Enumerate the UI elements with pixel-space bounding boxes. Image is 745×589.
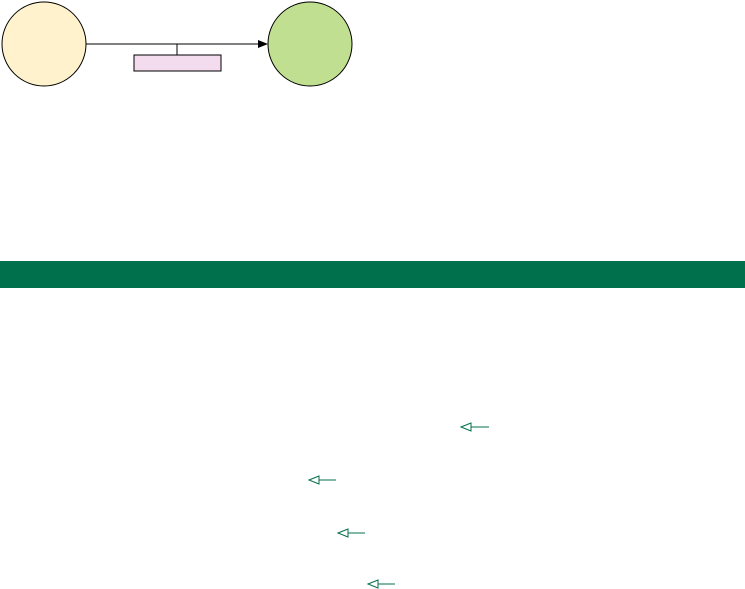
- pointer-arrow-4: [366, 579, 395, 589]
- pointer-arrow-3: [336, 528, 365, 538]
- source-node-circle: [1, 1, 87, 87]
- pointer-arrow-2: [307, 475, 336, 485]
- left-arrow-head: [366, 579, 379, 589]
- edge-label-box: [133, 54, 222, 72]
- left-arrow-head: [459, 422, 472, 432]
- target-node[interactable]: [267, 1, 353, 87]
- transition-edge[interactable]: [86, 40, 268, 72]
- pointer-arrow-1: [459, 422, 489, 432]
- left-arrow-head: [307, 475, 320, 485]
- source-node[interactable]: [1, 1, 87, 87]
- left-arrow-head: [336, 528, 349, 538]
- target-node-circle: [267, 1, 353, 87]
- section-banner: [0, 261, 745, 288]
